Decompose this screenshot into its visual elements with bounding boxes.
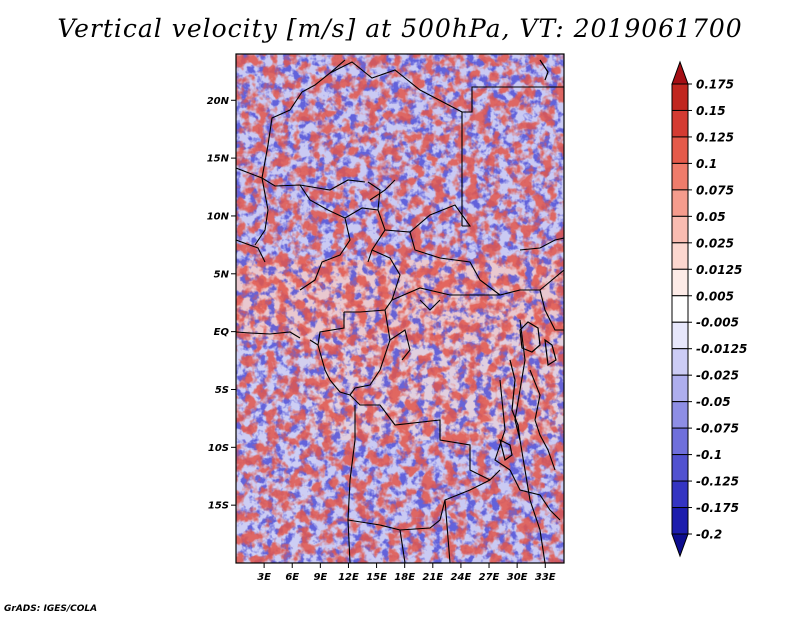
colorbar-top-arrow — [671, 60, 689, 85]
colorbar-box — [671, 215, 689, 244]
colorbar-box — [671, 348, 689, 376]
lon-tick-label: 18E — [394, 572, 415, 583]
colorbar-box — [671, 480, 689, 509]
colorbar-box — [671, 401, 689, 429]
colorbar-box — [671, 136, 689, 164]
lon-tick-label: 6E — [285, 572, 299, 583]
chart-title: Vertical velocity [m/s] at 500hPa, VT: 2… — [57, 14, 743, 43]
colorbar: 0.175 0.15 0.125 0.1 0.075 0.05 0.025 0.0125 0.0… — [671, 60, 747, 558]
colorbar-level-label: 0.075 — [696, 183, 734, 197]
vertical-velocity-field — [236, 54, 564, 563]
colorbar-box — [671, 427, 689, 456]
colorbar-level-label: -0.1 — [696, 448, 722, 462]
lon-tick-label: 27E — [479, 572, 500, 583]
lat-tick-label: EQ — [214, 327, 230, 338]
colorbar-level-label: 0.1 — [696, 157, 717, 171]
map-frame — [235, 53, 565, 564]
colorbar-level-label: 0.05 — [696, 210, 726, 224]
colorbar-box — [671, 374, 689, 403]
colorbar-box — [671, 242, 689, 270]
colorbar-box — [671, 83, 689, 111]
colorbar-bottom-arrow — [671, 533, 689, 558]
colorbar-level-label: -0.125 — [696, 475, 739, 489]
lon-tick-label: 30E — [507, 572, 528, 583]
lat-tick-label: 15N — [207, 154, 230, 165]
map-axes: 20N 15N 10N 5N EQ 5S 10S 15S 3E 6E 9E 12E 15E 18E 21E 2… — [207, 53, 565, 583]
colorbar-level-label: -0.075 — [696, 422, 739, 436]
lon-tick-label: 21E — [422, 572, 443, 583]
colorbar-level-label: 0.0125 — [696, 263, 742, 277]
colorbar-box — [671, 507, 689, 535]
colorbar-level-label: 0.15 — [696, 104, 726, 118]
lat-tick-label: 20N — [207, 96, 230, 107]
colorbar-level-label: 0.125 — [696, 130, 734, 144]
lon-tick-label: 12E — [338, 572, 359, 583]
colorbar-box — [671, 295, 689, 323]
lat-tick-label: 10S — [208, 443, 229, 454]
colorbar-level-label: 0.005 — [696, 289, 734, 303]
lon-tick-label: 24E — [451, 572, 472, 583]
lon-tick-label: 9E — [313, 572, 327, 583]
lat-tick-label: 5N — [214, 269, 230, 280]
colorbar-level-label: -0.05 — [696, 395, 731, 409]
colorbar-level-label: -0.005 — [696, 316, 739, 330]
lon-tick-label: 33E — [535, 572, 556, 583]
lat-tick-label: 5S — [215, 385, 229, 396]
colorbar-level-label: 0.025 — [696, 236, 734, 250]
colorbar-box — [671, 321, 689, 350]
colorbar-level-label: -0.025 — [696, 369, 739, 383]
colorbar-box — [671, 162, 689, 191]
colorbar-box — [671, 189, 689, 217]
colorbar-box — [671, 454, 689, 482]
lat-tick-label: 15S — [208, 501, 229, 512]
colorbar-box — [671, 268, 689, 297]
colorbar-level-label: 0.175 — [696, 78, 734, 92]
grads-credit: GrADS: IGES/COLA — [4, 604, 98, 614]
lakes — [499, 59, 557, 462]
country-borders — [236, 59, 564, 563]
lat-tick-label: 10N — [207, 211, 230, 222]
colorbar-level-label: -0.0125 — [696, 342, 747, 356]
colorbar-box — [671, 109, 689, 138]
colorbar-level-label: -0.2 — [696, 528, 722, 542]
lon-tick-label: 3E — [257, 572, 271, 583]
lon-tick-label: 15E — [366, 572, 387, 583]
colorbar-level-label: -0.175 — [696, 501, 739, 515]
